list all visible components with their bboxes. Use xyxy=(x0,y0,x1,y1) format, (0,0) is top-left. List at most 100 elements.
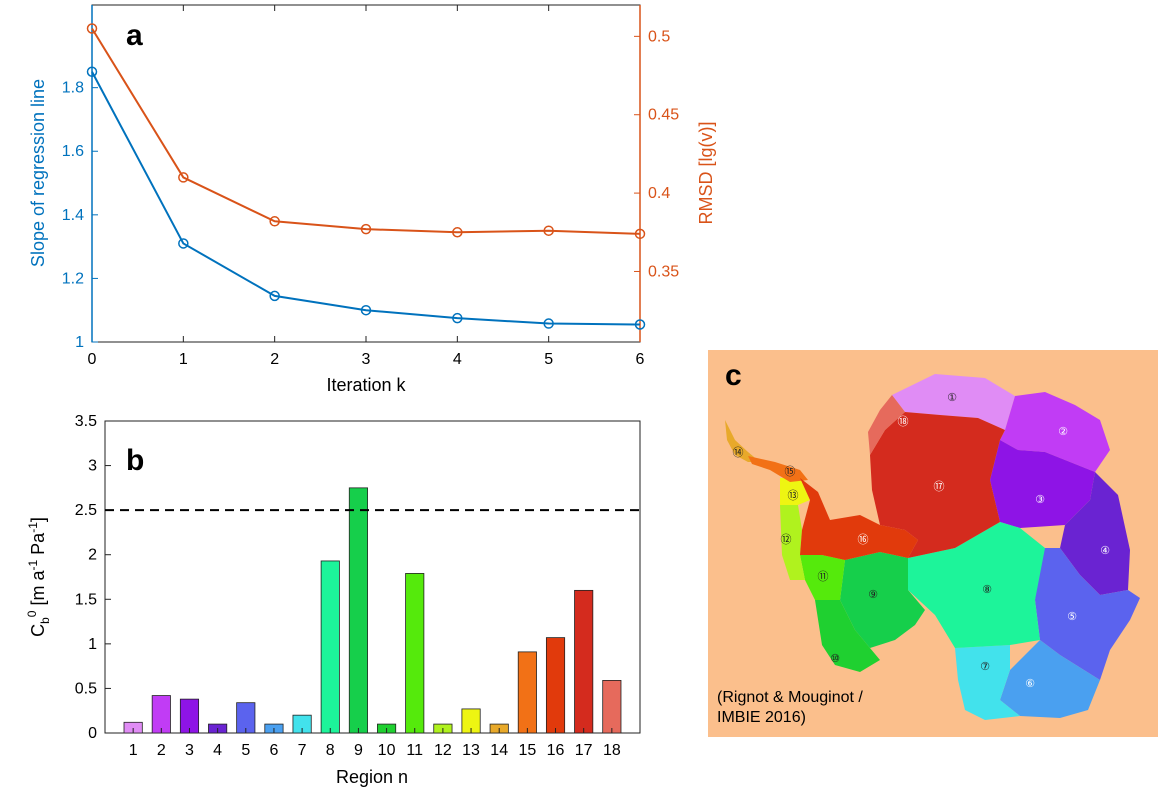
region-7-label: ⑦ xyxy=(980,660,990,673)
x-tick-label: 7 xyxy=(298,742,307,759)
region-2-label: ② xyxy=(1058,425,1068,438)
series-1-line xyxy=(91,71,641,326)
y-label-symbol: C xyxy=(28,624,48,637)
region-18-shape xyxy=(868,395,905,455)
x-tick-label: 6 xyxy=(269,742,278,759)
region-14-shape xyxy=(725,420,760,462)
region-11-label: ⑪ xyxy=(818,570,829,583)
region-18-label: ⑱ xyxy=(898,415,909,428)
x-tick-label: 4 xyxy=(213,742,222,759)
panel-b-frame xyxy=(104,420,641,734)
panel-c-region-map: ① ② ③ ④ ⑤ ⑥ ⑦ ⑧ ⑨ ⑩ ⑪ ⑫ ⑬ ⑭ ⑮ ⑯ ⑰ ⑱ c (R… xyxy=(708,350,1158,737)
region-6-label: ⑥ xyxy=(1025,677,1035,690)
series-2-point xyxy=(452,227,463,238)
bar-region-17 xyxy=(574,589,594,734)
bar-region-2 xyxy=(151,695,171,734)
region-4-label: ④ xyxy=(1100,544,1110,557)
bar-region-3 xyxy=(179,698,200,734)
region-9-label: ⑨ xyxy=(868,588,878,601)
region-17-label: ⑰ xyxy=(934,480,945,493)
region-1-label: ① xyxy=(947,391,957,404)
x-tick-label: 1 xyxy=(179,351,188,368)
panel-b-label: b xyxy=(126,444,144,477)
region-5-shape xyxy=(1035,548,1140,680)
x-tick-label: 14 xyxy=(490,742,508,759)
y-label-units-a: [m a xyxy=(28,570,48,611)
bar-region-15 xyxy=(517,651,537,734)
x-tick-label: 3 xyxy=(185,742,194,759)
x-tick-label: 0 xyxy=(88,351,97,368)
region-3-label: ③ xyxy=(1035,493,1045,506)
right-y-tick-label: 0.35 xyxy=(648,263,679,280)
region-15-shape xyxy=(748,456,808,482)
y-label-units-sup-b: -1 xyxy=(26,522,40,533)
panel-b-bar-chart: 1 2 3 4 5 6 7 8 9 10 11 12 13 14 15 16 17 18 00.511.522.5… xyxy=(25,413,641,787)
x-tick-label: 9 xyxy=(354,742,363,759)
x-tick-label: 10 xyxy=(378,742,396,759)
panel-a-left-y-ticks: 1 1.2 1.4 1.6 1.8 xyxy=(62,5,98,351)
y-tick-label: 3.5 xyxy=(75,413,97,430)
y-label-units-b: Pa xyxy=(28,532,48,560)
bar-region-8 xyxy=(320,560,340,734)
x-tick-label: 3 xyxy=(362,351,371,368)
region-8-shape xyxy=(908,522,1045,648)
bar-region-16 xyxy=(545,637,566,734)
bar-region-9 xyxy=(348,487,368,734)
bar-region-11 xyxy=(405,573,425,734)
region-15-label: ⑮ xyxy=(785,465,796,478)
panel-b-y-axis-label: Cb0 [m a-1 Pa-1] xyxy=(25,517,52,637)
y-tick-label: 2 xyxy=(88,547,97,564)
x-tick-label: 1 xyxy=(129,742,138,759)
x-tick-label: 17 xyxy=(575,742,593,759)
y-tick-label: 0.5 xyxy=(75,680,97,697)
region-16-label: ⑯ xyxy=(858,533,869,546)
series-2-point xyxy=(543,225,554,236)
x-tick-label: 6 xyxy=(636,351,645,368)
bar-region-18 xyxy=(602,680,622,734)
y-tick-label: 3 xyxy=(88,458,97,475)
map-credit-line-1: (Rignot & Mouginot / xyxy=(717,689,863,706)
series-1-point xyxy=(178,238,189,249)
panel-c-region-labels: ① ② ③ ④ ⑤ ⑥ ⑦ ⑧ ⑨ ⑩ ⑪ ⑫ ⑬ ⑭ ⑮ ⑯ ⑰ ⑱ xyxy=(733,391,1111,690)
x-tick-label: 12 xyxy=(434,742,452,759)
y-tick-label: 1 xyxy=(88,636,97,653)
panel-b-x-axis-label: Region n xyxy=(336,767,408,787)
region-6-shape xyxy=(1000,640,1100,718)
region-12-shape xyxy=(780,505,805,580)
y-tick-label: 1.5 xyxy=(75,591,97,608)
x-tick-label: 16 xyxy=(547,742,565,759)
x-tick-label: 11 xyxy=(406,742,423,759)
x-tick-label: 13 xyxy=(462,742,480,759)
region-5-label: ⑤ xyxy=(1067,610,1077,623)
y-label-sup: 0 xyxy=(25,610,39,617)
right-y-tick-label: 0.5 xyxy=(648,28,670,45)
region-8-label: ⑧ xyxy=(982,583,992,596)
x-tick-label: 5 xyxy=(544,351,553,368)
panel-b-bars xyxy=(123,487,622,734)
right-y-tick-label: 0.4 xyxy=(648,185,670,202)
panel-b-y-ticks: 0 0.5 1 1.5 2 2.5 3 3.5 xyxy=(75,413,111,742)
region-12-label: ⑫ xyxy=(781,533,792,546)
series-2-point xyxy=(360,223,372,235)
region-16-shape xyxy=(800,478,918,560)
region-13-shape xyxy=(780,478,810,505)
x-tick-label: 15 xyxy=(518,742,536,759)
x-tick-label: 5 xyxy=(241,742,250,759)
x-tick-label: 2 xyxy=(270,351,279,368)
series-2-point xyxy=(178,172,189,183)
series-1-point xyxy=(269,290,280,302)
map-credit-line-2: IMBIE 2016) xyxy=(717,709,806,726)
region-10-shape xyxy=(815,600,880,672)
x-tick-label: 8 xyxy=(326,742,335,759)
y-tick-label: 2.5 xyxy=(75,502,97,519)
left-y-tick-label: 1.4 xyxy=(62,207,84,224)
series-2-line xyxy=(91,27,641,235)
series-2-point xyxy=(634,228,646,240)
series-2-point xyxy=(86,23,98,34)
panel-c-label: c xyxy=(725,359,742,392)
region-3-shape xyxy=(990,440,1095,528)
x-tick-label: 18 xyxy=(603,742,621,759)
left-y-tick-label: 1.8 xyxy=(62,80,84,97)
